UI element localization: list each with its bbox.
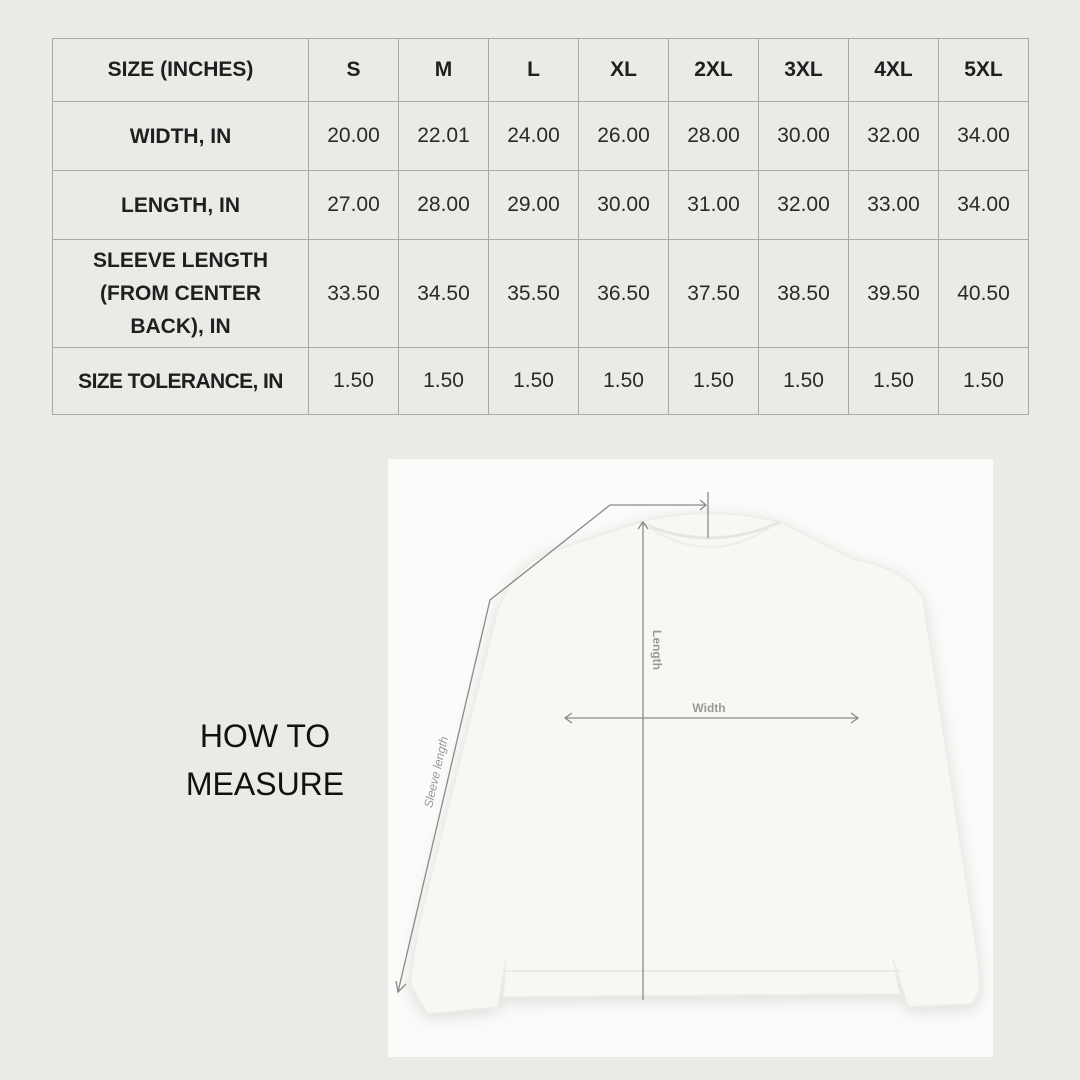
size-chart-table: SIZE (INCHES) S M L XL 2XL 3XL 4XL 5XL W…: [52, 38, 1029, 415]
cell: 33.00: [848, 170, 939, 240]
table-row: SLEEVE LENGTH (FROM CENTER BACK), IN 33.…: [52, 239, 1029, 348]
cell: 1.50: [398, 347, 489, 415]
row-label: SIZE TOLERANCE, IN: [52, 347, 309, 415]
table-row: WIDTH, IN 20.00 22.01 24.00 26.00 28.00 …: [52, 101, 1029, 171]
width-label: Width: [692, 701, 725, 715]
sweatshirt-shape: [409, 512, 981, 1015]
cell: 1.50: [938, 347, 1029, 415]
cell: 30.00: [758, 101, 849, 171]
cell: 34.50: [398, 239, 489, 348]
row-label: SLEEVE LENGTH (FROM CENTER BACK), IN: [52, 239, 309, 348]
header-cell: 2XL: [668, 38, 759, 102]
header-cell: 4XL: [848, 38, 939, 102]
header-cell: S: [308, 38, 399, 102]
cell: 20.00: [308, 101, 399, 171]
cell: 35.50: [488, 239, 579, 348]
cell: 28.00: [398, 170, 489, 240]
cell: 32.00: [758, 170, 849, 240]
sleeve-length-line: [397, 504, 706, 993]
cell: 26.00: [578, 101, 669, 171]
sweatshirt-measure-diagram: Width Length Sleeve length: [388, 459, 993, 1057]
how-to-measure-heading: HOW TO MEASURE: [185, 718, 345, 802]
header-cell: 3XL: [758, 38, 849, 102]
cell: 40.50: [938, 239, 1029, 348]
table-row: LENGTH, IN 27.00 28.00 29.00 30.00 31.00…: [52, 170, 1029, 240]
cell: 1.50: [488, 347, 579, 415]
table-row: SIZE TOLERANCE, IN 1.50 1.50 1.50 1.50 1…: [52, 347, 1029, 415]
cell: 36.50: [578, 239, 669, 348]
sleeve-length-label: Sleeve length: [421, 735, 451, 809]
cell: 24.00: [488, 101, 579, 171]
cell: 34.00: [938, 101, 1029, 171]
cell: 32.00: [848, 101, 939, 171]
cell: 1.50: [308, 347, 399, 415]
cell: 28.00: [668, 101, 759, 171]
header-cell: M: [398, 38, 489, 102]
cell: 34.00: [938, 170, 1029, 240]
cell: 33.50: [308, 239, 399, 348]
measure-lines: [395, 492, 860, 1000]
cell: 1.50: [848, 347, 939, 415]
header-cell: L: [488, 38, 579, 102]
cell: 27.00: [308, 170, 399, 240]
cell: 30.00: [578, 170, 669, 240]
header-cell: XL: [578, 38, 669, 102]
cell: 38.50: [758, 239, 849, 348]
cell: 29.00: [488, 170, 579, 240]
cell: 39.50: [848, 239, 939, 348]
header-cell: SIZE (INCHES): [52, 38, 309, 102]
sweatshirt-illustration: Width Length Sleeve length: [395, 492, 981, 1015]
row-label: WIDTH, IN: [52, 101, 309, 171]
row-label: LENGTH, IN: [52, 170, 309, 240]
table-header-row: SIZE (INCHES) S M L XL 2XL 3XL 4XL 5XL: [52, 38, 1029, 102]
cell: 1.50: [578, 347, 669, 415]
cell: 1.50: [758, 347, 849, 415]
header-cell: 5XL: [938, 38, 1029, 102]
cell: 37.50: [668, 239, 759, 348]
cell: 1.50: [668, 347, 759, 415]
cell: 22.01: [398, 101, 489, 171]
length-label: Length: [650, 630, 664, 670]
cell: 31.00: [668, 170, 759, 240]
